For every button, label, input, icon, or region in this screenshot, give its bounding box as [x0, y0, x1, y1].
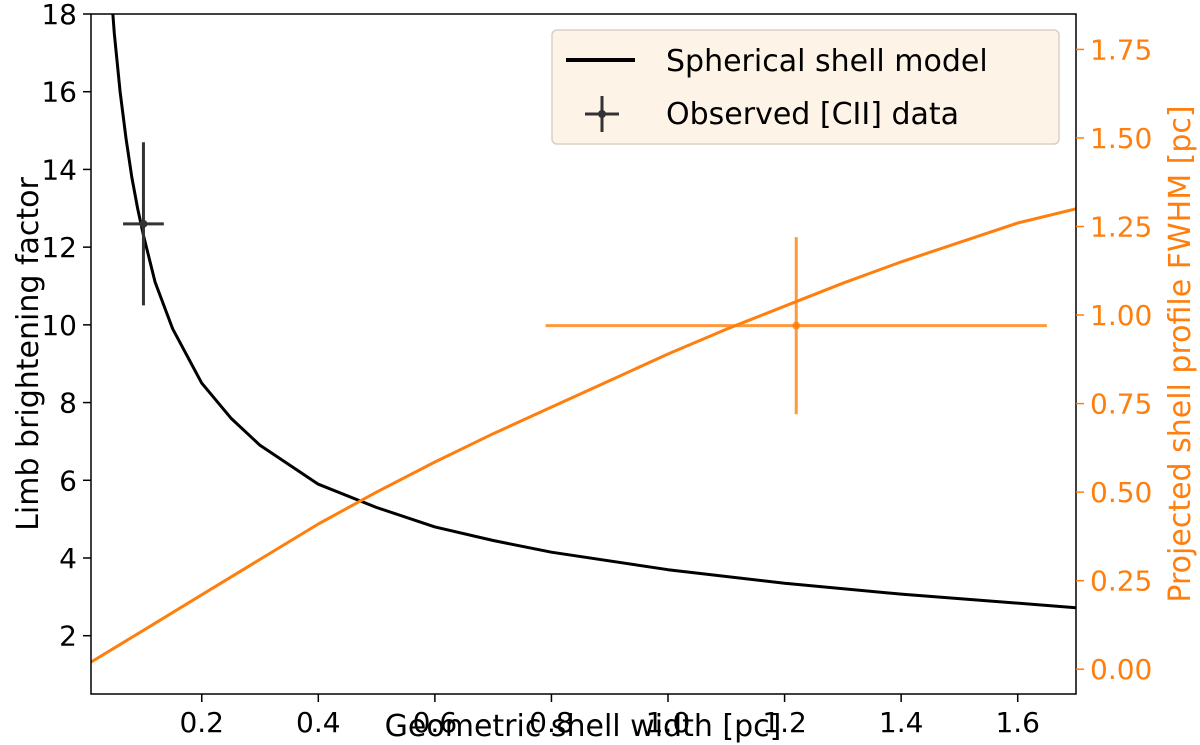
right-y-tick-label: 1.75: [1090, 33, 1152, 66]
left-y-axis-ticks: 2 4 6 8 10 12 14 16 18: [41, 0, 91, 653]
x-tick-label: 1.0: [646, 706, 691, 739]
left-y-tick-label: 14: [41, 153, 77, 186]
right-y-tick-label: 1.00: [1090, 299, 1152, 332]
left-y-tick-label: 6: [59, 464, 77, 497]
x-tick-label: 1.6: [995, 706, 1040, 739]
left-y-axis-label: Limb brightening factor: [11, 176, 46, 530]
left-y-tick-label: 8: [59, 387, 77, 420]
x-tick-label: 0.6: [413, 706, 458, 739]
plot-frame: [90, 13, 1077, 695]
left-y-tick-label: 16: [41, 76, 77, 109]
legend-model-label: Spherical shell model: [666, 44, 988, 79]
x-tick-label: 0.8: [529, 706, 574, 739]
x-tick-label: 1.4: [879, 706, 924, 739]
x-tick-label: 1.2: [762, 706, 807, 739]
left-y-tick-label: 10: [41, 309, 77, 342]
series-layer: [91, 14, 1076, 664]
right-y-axis-label: Projected shell profile FWHM [pc]: [1163, 105, 1198, 602]
x-tick-label: 0.4: [296, 706, 341, 739]
legend: Spherical shell model Observed [CII] dat…: [551, 29, 1060, 145]
legend-box: [551, 29, 1060, 145]
right-y-tick-label: 0.50: [1090, 476, 1152, 509]
shell-model-line: [111, 14, 1076, 610]
left-y-tick-label: 18: [41, 0, 77, 31]
x-tick-label: 0.2: [179, 706, 224, 739]
right-y-tick-label: 0.25: [1090, 565, 1152, 598]
left-y-tick-label: 4: [59, 542, 77, 575]
right-y-tick-label: 1.50: [1090, 122, 1152, 155]
fwhm-line: [91, 207, 1076, 664]
left-y-tick-label: 2: [59, 620, 77, 653]
errorbar-layer: [123, 142, 1047, 415]
legend-observed-label: Observed [CII] data: [666, 97, 959, 132]
observed-cii-point: [139, 219, 148, 228]
right-y-tick-label: 1.25: [1090, 211, 1152, 244]
x-axis-label: Geometric shell width [pc]: [385, 709, 782, 744]
right-y-tick-label: 0.75: [1090, 388, 1152, 421]
x-axis-ticks: 0.2 0.4 0.6 0.8 1.0 1.2 1.4 1.6: [179, 694, 1040, 739]
left-y-tick-label: 12: [41, 231, 77, 264]
fwhm-observed-point: [792, 321, 801, 330]
legend-observed-swatch-dot: [598, 110, 606, 118]
right-y-axis-ticks: 0.00 0.25 0.50 0.75 1.00 1.25 1.50 1.75: [1076, 33, 1152, 686]
right-y-tick-label: 0.00: [1090, 653, 1152, 686]
